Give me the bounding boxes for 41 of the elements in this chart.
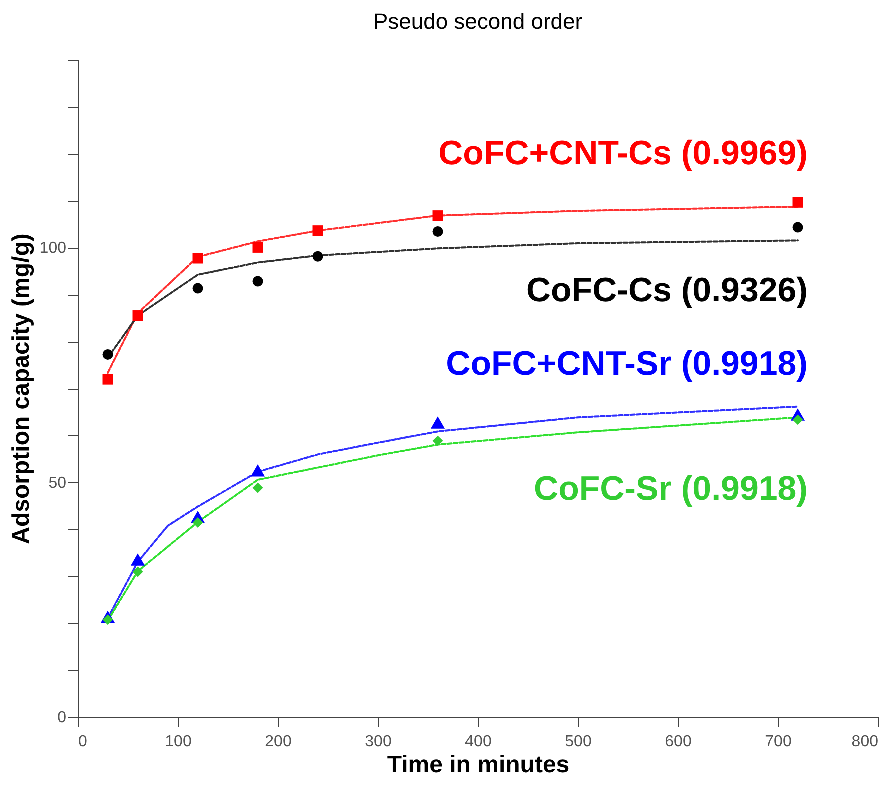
point (252, 482, 264, 494)
point (132, 566, 144, 578)
point (192, 253, 204, 264)
y-axis-title: Adsorption capacity (mg/g) (8, 234, 35, 544)
x-tick-label: 300 (365, 734, 392, 750)
x-tick-label: 400 (465, 734, 492, 750)
point (252, 276, 264, 287)
point (430, 416, 446, 429)
point (432, 226, 444, 237)
series-label: CoFC+CNT-Sr (0.9918) (446, 344, 808, 383)
point (252, 242, 264, 253)
series-label: CoFC-Sr (0.9918) (534, 470, 808, 508)
point (312, 251, 324, 262)
point (792, 414, 804, 426)
chart-title: Pseudo second order (373, 9, 583, 34)
x-tick-label: 800 (852, 734, 879, 750)
series-label: CoFC+CNT-Cs (0.9969) (438, 134, 808, 173)
point (192, 283, 204, 294)
point (792, 222, 804, 233)
y-tick-label: 50 (48, 474, 67, 492)
point (432, 436, 444, 446)
point (312, 226, 324, 236)
x-axis-title: Time in minutes (387, 752, 570, 778)
point (102, 349, 114, 360)
series-label: CoFC-Cs (0.9326) (526, 272, 808, 310)
point (432, 210, 444, 222)
point (102, 374, 114, 385)
x-tick-label: 200 (265, 734, 292, 750)
x-tick-label: 500 (565, 734, 592, 750)
point (792, 197, 804, 208)
y-tick-label: 0 (58, 710, 67, 726)
x-tick-label: 100 (165, 734, 192, 750)
y-tick-label: 100 (40, 240, 67, 258)
point (192, 517, 204, 528)
point (130, 554, 146, 566)
x-tick-label: 700 (765, 734, 792, 750)
x-tick-label: 0 (78, 734, 88, 750)
point (250, 464, 266, 477)
point (102, 614, 114, 626)
x-tick-label: 600 (665, 734, 692, 750)
point (132, 310, 144, 322)
